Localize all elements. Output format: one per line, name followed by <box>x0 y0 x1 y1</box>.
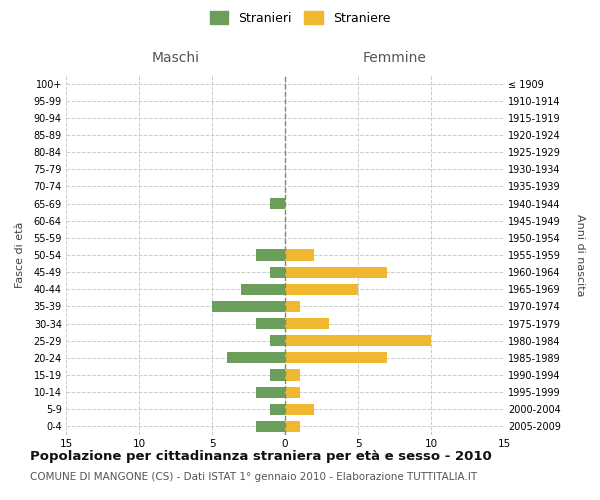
Bar <box>256 250 285 260</box>
Text: COMUNE DI MANGONE (CS) - Dati ISTAT 1° gennaio 2010 - Elaborazione TUTTITALIA.IT: COMUNE DI MANGONE (CS) - Dati ISTAT 1° g… <box>30 472 477 482</box>
Bar <box>285 250 314 260</box>
Bar <box>285 318 329 329</box>
Bar <box>285 352 387 364</box>
Text: Maschi: Maschi <box>151 51 199 65</box>
Y-axis label: Anni di nascita: Anni di nascita <box>575 214 585 296</box>
Bar <box>285 370 299 380</box>
Text: Popolazione per cittadinanza straniera per età e sesso - 2010: Popolazione per cittadinanza straniera p… <box>30 450 492 463</box>
Bar <box>256 421 285 432</box>
Bar <box>256 386 285 398</box>
Bar <box>285 335 431 346</box>
Bar <box>271 335 285 346</box>
Bar <box>285 386 299 398</box>
Bar <box>271 370 285 380</box>
Bar <box>285 301 299 312</box>
Bar <box>227 352 285 364</box>
Bar <box>271 198 285 209</box>
Bar <box>285 266 387 278</box>
Bar <box>271 404 285 415</box>
Y-axis label: Fasce di età: Fasce di età <box>15 222 25 288</box>
Bar <box>212 301 285 312</box>
Bar <box>285 284 358 295</box>
Bar <box>285 404 314 415</box>
Legend: Stranieri, Straniere: Stranieri, Straniere <box>209 11 391 25</box>
Bar <box>271 266 285 278</box>
Text: Femmine: Femmine <box>362 51 427 65</box>
Bar <box>241 284 285 295</box>
Bar <box>256 318 285 329</box>
Bar <box>285 421 299 432</box>
